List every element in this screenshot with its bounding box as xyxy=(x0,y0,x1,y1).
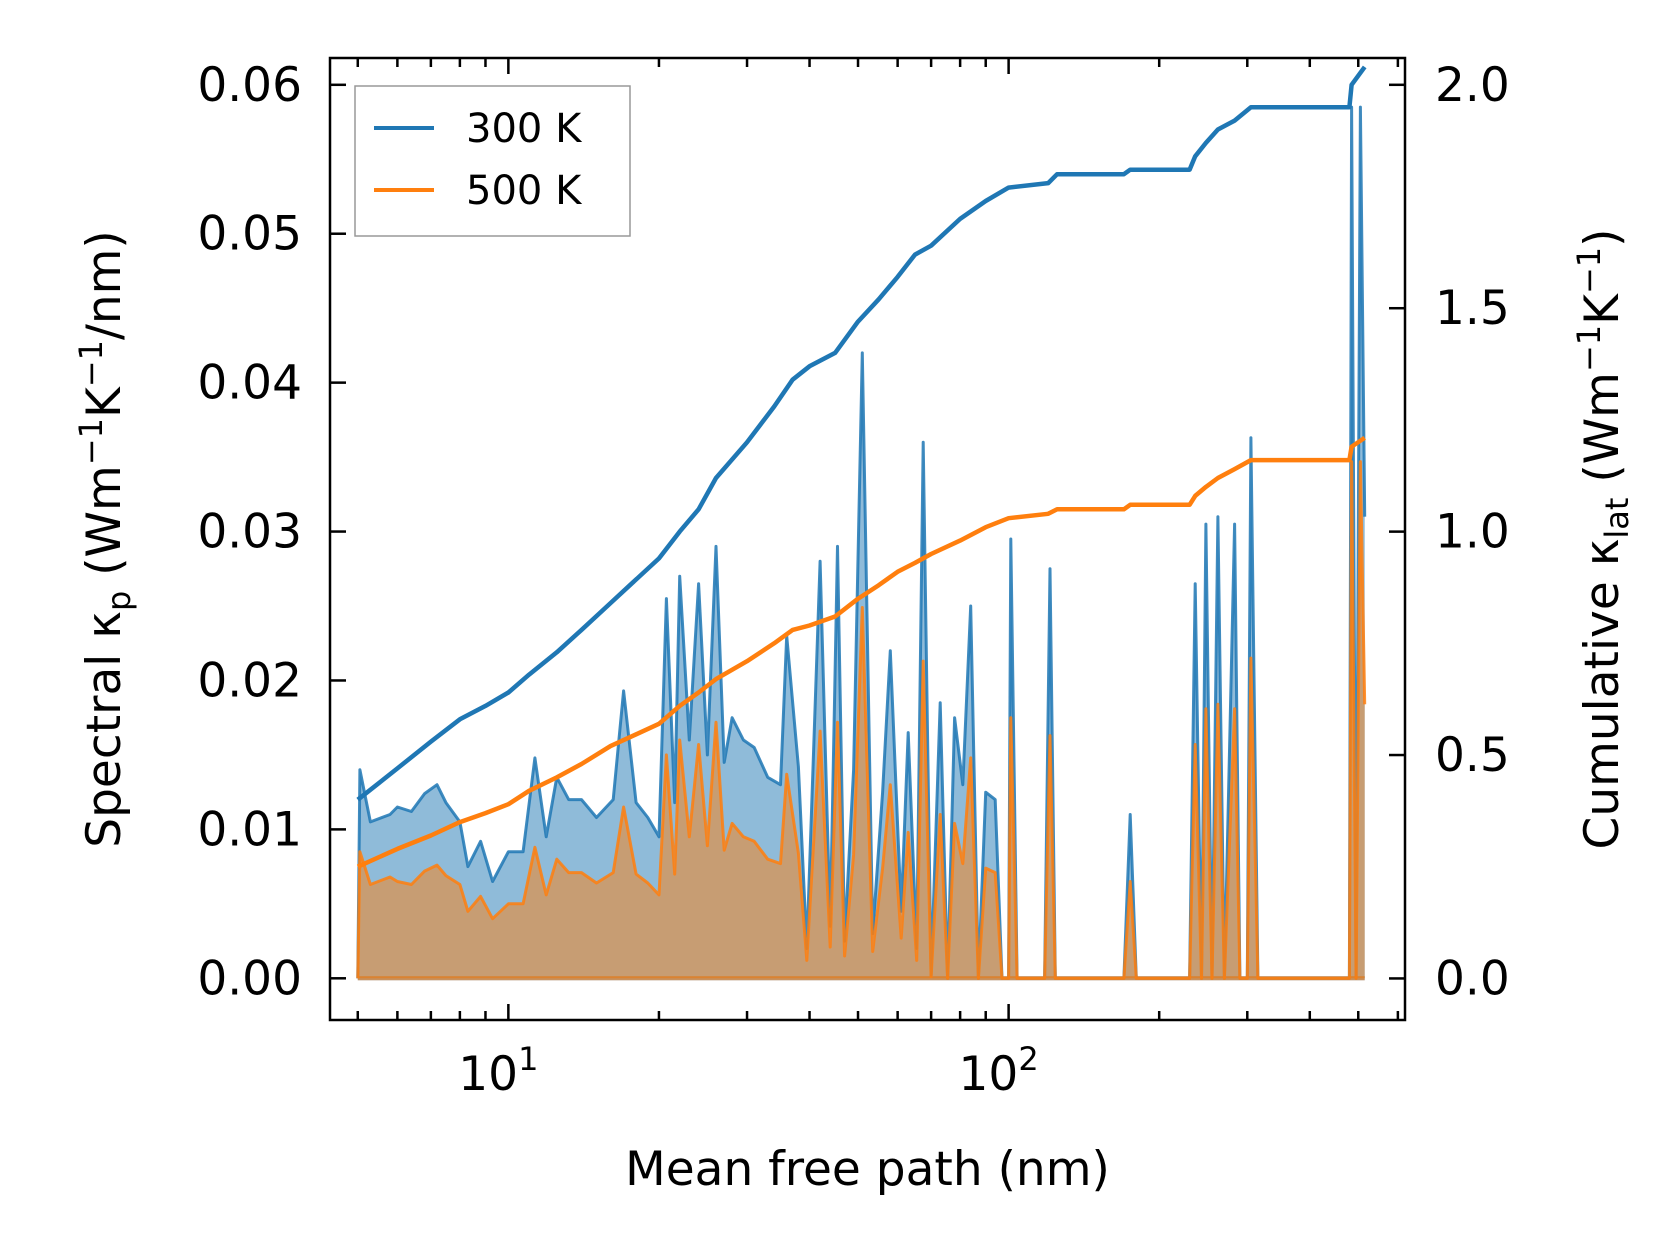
left-y-tick-label: 0.00 xyxy=(197,951,302,1006)
left-y-tick-label: 0.06 xyxy=(197,58,302,113)
cumulative-line-500k xyxy=(356,435,1366,869)
right-y-tick-label: 2.0 xyxy=(1435,58,1510,113)
left-y-tick-label: 0.05 xyxy=(197,207,302,262)
left-y-axis-label: Spectral κp (Wm−1K−1/nm) xyxy=(72,230,138,847)
legend-label-300k: 300 K xyxy=(466,106,583,152)
right-y-axis-label: Cumulative κlat (Wm−1K−1) xyxy=(1570,228,1636,849)
left-y-tick-label: 0.02 xyxy=(197,653,302,708)
right-y-tick-label: 0.0 xyxy=(1435,951,1510,1006)
left-y-tick-label: 0.03 xyxy=(197,505,302,560)
spectral-line-500k xyxy=(356,460,1367,980)
legend-label-500k: 500 K xyxy=(466,168,583,214)
left-y-tick-label: 0.04 xyxy=(197,356,302,411)
legend: 300 K 500 K xyxy=(354,85,631,237)
right-y-tick-label: 0.5 xyxy=(1435,728,1510,783)
plot-frame xyxy=(328,56,1407,1022)
left-y-tick-label: 0.01 xyxy=(197,802,302,857)
x-tick-label: 102 xyxy=(959,1040,1039,1102)
cumulative-line-300k xyxy=(356,65,1367,802)
right-y-tick-label: 1.5 xyxy=(1435,281,1510,336)
right-y-tick-label: 1.0 xyxy=(1435,505,1510,560)
legend-box xyxy=(354,85,631,237)
x-axis-label: Mean free path (nm) xyxy=(625,1142,1110,1197)
spectral-area-500k xyxy=(357,461,1365,979)
x-tick-label: 101 xyxy=(458,1040,538,1102)
spectral-area-300k xyxy=(357,107,1365,979)
